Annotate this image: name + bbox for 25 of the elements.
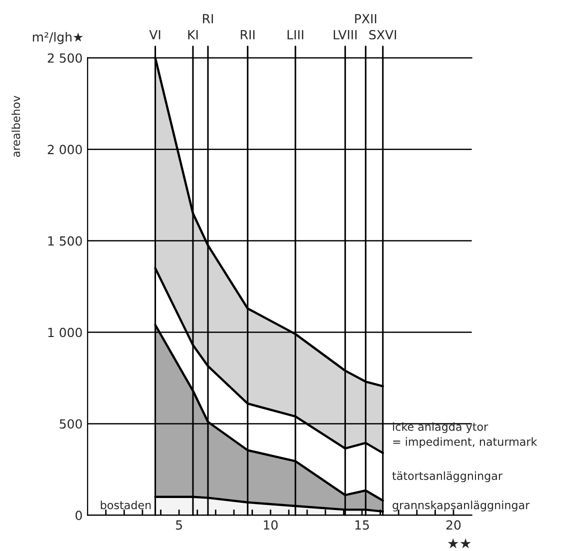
ref-line-label: LVIII xyxy=(334,30,357,40)
x-tick-label: 5 xyxy=(176,520,182,530)
ref-line-label: SXVI xyxy=(369,30,396,40)
y-tick-label: 1 000 xyxy=(48,328,82,338)
x-tick-label: 10 xyxy=(264,520,278,530)
series-label: icke anlagda ytor = impediment, naturmark xyxy=(393,422,538,448)
y-tick-label: 2 000 xyxy=(48,144,82,154)
series-label: tätortsanläggningar xyxy=(392,471,502,482)
y-tick-label: 1 500 xyxy=(48,236,82,246)
x-tick-label: 20 xyxy=(446,520,461,530)
y-tick-label: 0 xyxy=(76,510,82,520)
text: m²/lgh★ xyxy=(32,32,83,44)
y-axis-title: arealbehov xyxy=(12,96,20,157)
ref-line-label: RII xyxy=(240,30,254,40)
series-label: grannskapsanläggningar xyxy=(392,500,530,512)
x-axis-title: ★★ xyxy=(448,538,471,548)
ref-line-label: VI xyxy=(149,30,160,40)
ref-line-label: KI xyxy=(188,30,198,40)
ref-line-label: LIII xyxy=(288,30,304,40)
y-tick-label: 2 500 xyxy=(48,53,82,63)
x-tick-label: 15 xyxy=(355,520,369,530)
ref-line-label: PXII xyxy=(355,14,376,24)
ref-line-label: RI xyxy=(203,14,213,24)
y-tick-label: 500 xyxy=(60,419,82,429)
series-label: bostaden xyxy=(100,500,151,510)
